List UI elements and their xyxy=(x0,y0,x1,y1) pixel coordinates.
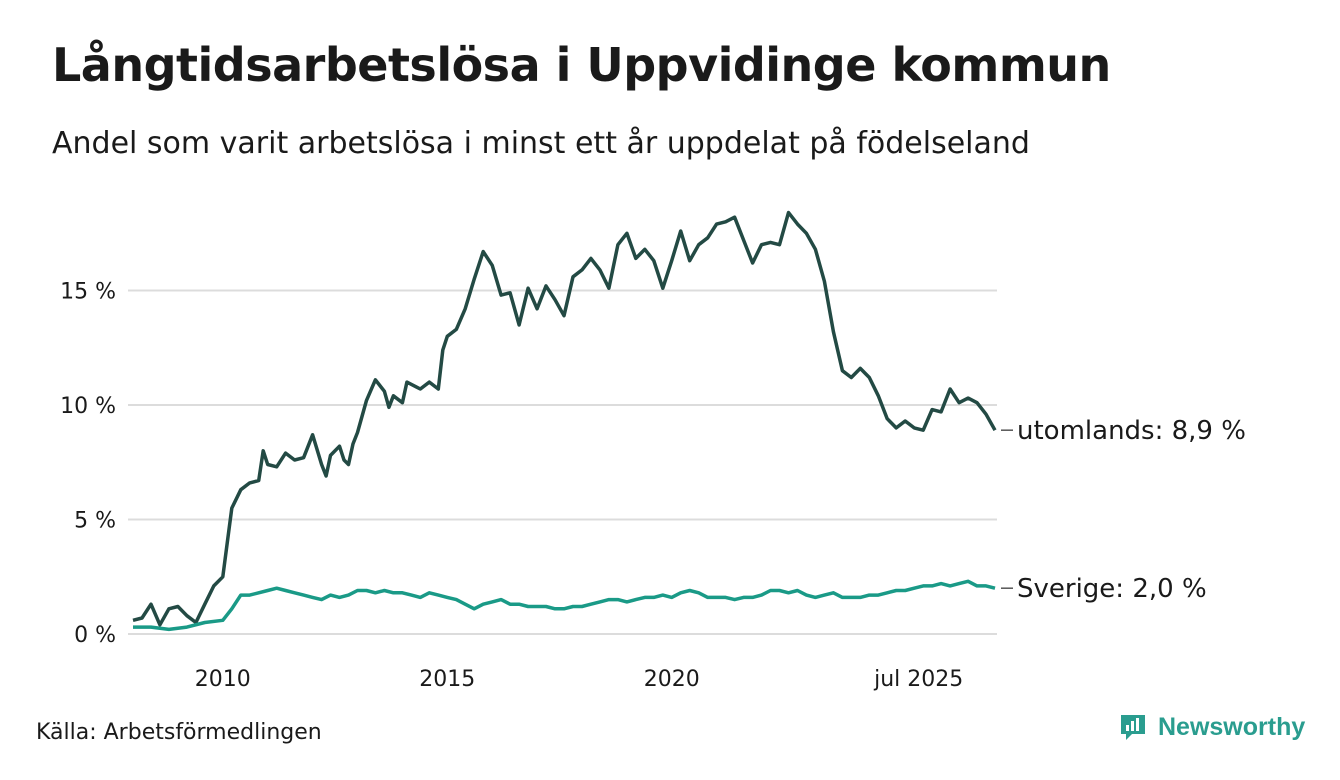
gridlines xyxy=(128,289,997,635)
y-tick-label: 15 % xyxy=(60,280,116,305)
y-tick-label: 0 % xyxy=(74,623,116,648)
brand-name: Newsworthy xyxy=(1158,712,1306,741)
x-tick-label: 2020 xyxy=(644,667,700,692)
x-tick-label: jul 2025 xyxy=(873,667,963,692)
chart-subtitle: Andel som varit arbetslösa i minst ett å… xyxy=(52,126,1030,161)
x-tick-label: 2015 xyxy=(419,667,475,692)
series-line-utomlands xyxy=(132,210,997,627)
x-axis-ticks: 2010 2015 2020 jul 2025 xyxy=(195,667,963,692)
series-line-sverige xyxy=(133,579,996,632)
series-lines xyxy=(132,210,997,632)
chart-title: Långtidsarbetslösa i Uppvidinge kommun xyxy=(52,38,1111,92)
series-end-label: utomlands: 8,9 % xyxy=(1017,416,1246,446)
brand-logo[interactable]: Newsworthy xyxy=(1118,712,1305,742)
newsworthy-logo-icon xyxy=(1121,715,1145,740)
line-chart: 0 % 5 % 10 % 15 % 2010 2015 2020 jul 2025 utom… xyxy=(60,210,1246,692)
series-end-labels: utomlands: 8,9 % Sverige: 2,0 % xyxy=(1001,416,1246,604)
series-end-label: Sverige: 2,0 % xyxy=(1017,574,1207,604)
y-axis-ticks: 0 % 5 % 10 % 15 % xyxy=(60,280,116,649)
y-tick-label: 5 % xyxy=(74,509,116,534)
source-note: Källa: Arbetsförmedlingen xyxy=(36,720,322,745)
y-tick-label: 10 % xyxy=(60,394,116,419)
x-tick-label: 2010 xyxy=(195,667,251,692)
